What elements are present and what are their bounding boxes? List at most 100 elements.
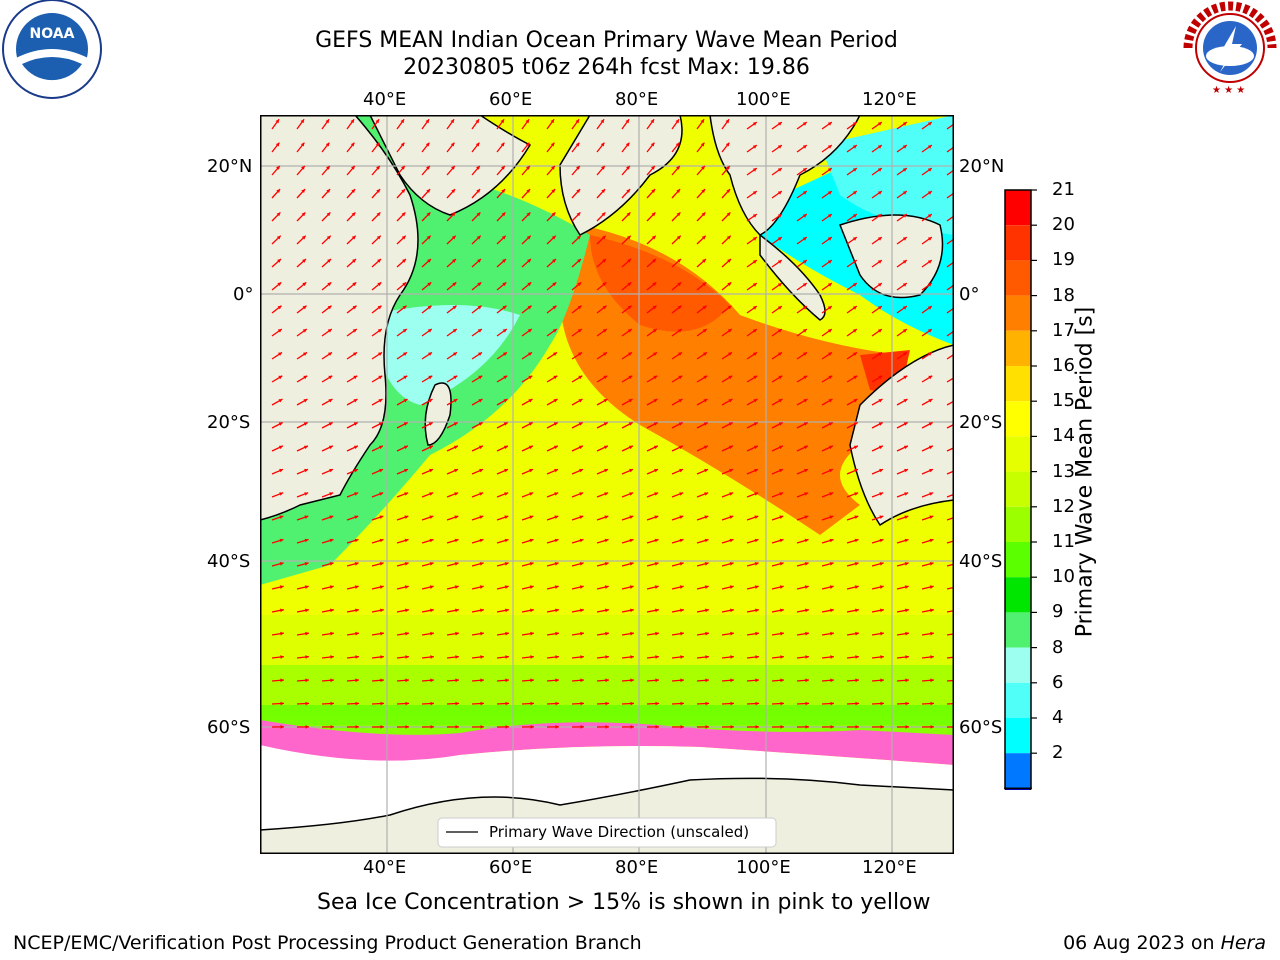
wave-direction-arrowhead bbox=[425, 142, 430, 147]
noaa-logo: NOAA bbox=[2, 0, 102, 99]
wave-direction-arrowhead bbox=[301, 235, 306, 240]
wave-direction-arrowhead bbox=[726, 235, 731, 240]
wave-direction-arrowhead bbox=[753, 422, 758, 426]
wave-direction-arrowhead bbox=[702, 329, 707, 333]
colorbar-frame bbox=[1004, 189, 1032, 790]
wave-direction-arrow bbox=[946, 192, 954, 199]
wave-direction-arrowhead bbox=[426, 189, 431, 193]
wave-direction-arrowhead bbox=[355, 655, 359, 659]
wave-direction-arrowhead bbox=[528, 352, 532, 356]
wave-direction-arrowhead bbox=[701, 212, 706, 217]
wave-direction-arrowhead bbox=[476, 212, 481, 217]
wave-direction-arrowhead bbox=[579, 468, 583, 473]
wave-direction-arrowhead bbox=[580, 608, 584, 613]
wave-direction-arrowhead bbox=[552, 329, 557, 333]
colorbar bbox=[1003, 189, 1037, 790]
wave-direction-arrowhead bbox=[453, 399, 458, 403]
wave-direction-arrowhead bbox=[275, 119, 280, 124]
wave-direction-arrowhead bbox=[704, 492, 709, 496]
wave-direction-arrowhead bbox=[354, 515, 359, 519]
wave-direction-arrowhead bbox=[802, 306, 807, 310]
wave-direction-arrowhead bbox=[830, 631, 834, 636]
wave-direction-arrowhead bbox=[652, 282, 657, 287]
wave-direction-arrowhead bbox=[529, 468, 533, 473]
wave-direction-arrowhead bbox=[628, 352, 632, 356]
wave-direction-arrowhead bbox=[854, 492, 859, 496]
colorbar-bin bbox=[1005, 225, 1031, 261]
wave-direction-arrowhead bbox=[654, 585, 659, 589]
nws-logo: ★ ★ ★ bbox=[1183, 1, 1277, 96]
wave-direction-arrowhead bbox=[627, 305, 632, 310]
wave-direction-arrowhead bbox=[705, 725, 709, 729]
wave-direction-arrowhead bbox=[752, 214, 757, 218]
wave-direction-arrowhead bbox=[752, 191, 757, 195]
wave-direction-arrowhead bbox=[451, 189, 456, 193]
wave-direction-arrowhead bbox=[729, 538, 734, 543]
wave-direction-arrowhead bbox=[405, 655, 409, 659]
wave-direction-arrowhead bbox=[602, 305, 607, 310]
wave-direction-arrowhead bbox=[478, 422, 483, 426]
wave-direction-arrowhead bbox=[505, 701, 509, 706]
wave-direction-arrowhead bbox=[579, 562, 584, 566]
wave-direction-arrowhead bbox=[728, 445, 733, 450]
wave-direction-arrowhead bbox=[879, 492, 884, 496]
wave-direction-arrowhead bbox=[501, 165, 505, 170]
wave-direction-arrowhead bbox=[853, 352, 857, 356]
wave-direction-arrows bbox=[271, 118, 954, 729]
wave-direction-arrowhead bbox=[404, 538, 409, 543]
colorbar-bin bbox=[1005, 542, 1031, 578]
wave-direction-arrowhead bbox=[480, 725, 484, 729]
wave-direction-arrowhead bbox=[380, 608, 384, 613]
wave-direction-arrowhead bbox=[802, 260, 807, 264]
wave-direction-arrowhead bbox=[804, 515, 809, 519]
wave-direction-arrowhead bbox=[478, 352, 482, 356]
wave-direction-arrowhead bbox=[530, 608, 534, 613]
wave-direction-arrowhead bbox=[779, 515, 784, 519]
wave-direction-arrowhead bbox=[628, 375, 633, 380]
wave-direction-arrowhead bbox=[927, 306, 932, 310]
date-text: 06 Aug 2023 on bbox=[1063, 932, 1221, 954]
wave-direction-arrowhead bbox=[930, 725, 934, 729]
wave-direction-arrowhead bbox=[379, 538, 384, 543]
wave-direction-arrowhead bbox=[277, 329, 282, 333]
wave-direction-arrowhead bbox=[403, 352, 407, 356]
wave-direction-arrowhead bbox=[603, 399, 608, 403]
wave-direction-arrowhead bbox=[905, 655, 909, 659]
wave-direction-arrow bbox=[946, 261, 954, 268]
wave-direction-arrowhead bbox=[827, 168, 832, 172]
wave-direction-arrowhead bbox=[902, 214, 907, 218]
wave-direction-arrowhead bbox=[354, 492, 359, 496]
wave-direction-arrowhead bbox=[604, 585, 609, 589]
wave-direction-arrowhead bbox=[678, 422, 683, 426]
colorbar-tick-label: 21 bbox=[1052, 179, 1075, 200]
wave-direction-arrowhead bbox=[726, 189, 731, 193]
wave-direction-arrowhead bbox=[779, 585, 784, 589]
wave-direction-arrowhead bbox=[380, 725, 384, 729]
wave-direction-arrowhead bbox=[828, 422, 833, 426]
wave-direction-arrowhead bbox=[479, 562, 484, 566]
wave-direction-arrow bbox=[946, 307, 954, 314]
wave-direction-arrowhead bbox=[855, 608, 859, 613]
wave-direction-arrowhead bbox=[605, 725, 609, 729]
wave-direction-arrowhead bbox=[405, 608, 409, 613]
wave-direction-arrowhead bbox=[279, 538, 284, 543]
wave-direction-arrowhead bbox=[326, 212, 331, 217]
wave-direction-arrowhead bbox=[805, 655, 809, 659]
wave-direction-arrow bbox=[946, 123, 954, 130]
wave-direction-arrowhead bbox=[755, 725, 759, 729]
wave-direction-arrowhead bbox=[830, 725, 834, 729]
colorbar-bin bbox=[1005, 330, 1031, 366]
wave-direction-arrowhead bbox=[752, 283, 757, 287]
wave-direction-arrowhead bbox=[754, 515, 759, 519]
wave-direction-arrowhead bbox=[451, 165, 455, 170]
wave-direction-arrowhead bbox=[628, 422, 633, 426]
wave-direction-arrowhead bbox=[576, 189, 581, 193]
wave-direction-arrowhead bbox=[577, 282, 582, 287]
wave-direction-arrowhead bbox=[676, 235, 681, 240]
wave-direction-arrowhead bbox=[452, 329, 457, 333]
wave-direction-arrowhead bbox=[927, 283, 932, 287]
wave-direction-arrow bbox=[946, 400, 954, 406]
wave-direction-arrowhead bbox=[305, 608, 309, 613]
wave-direction-arrowhead bbox=[405, 701, 409, 706]
wave-direction-arrowhead bbox=[805, 608, 809, 613]
